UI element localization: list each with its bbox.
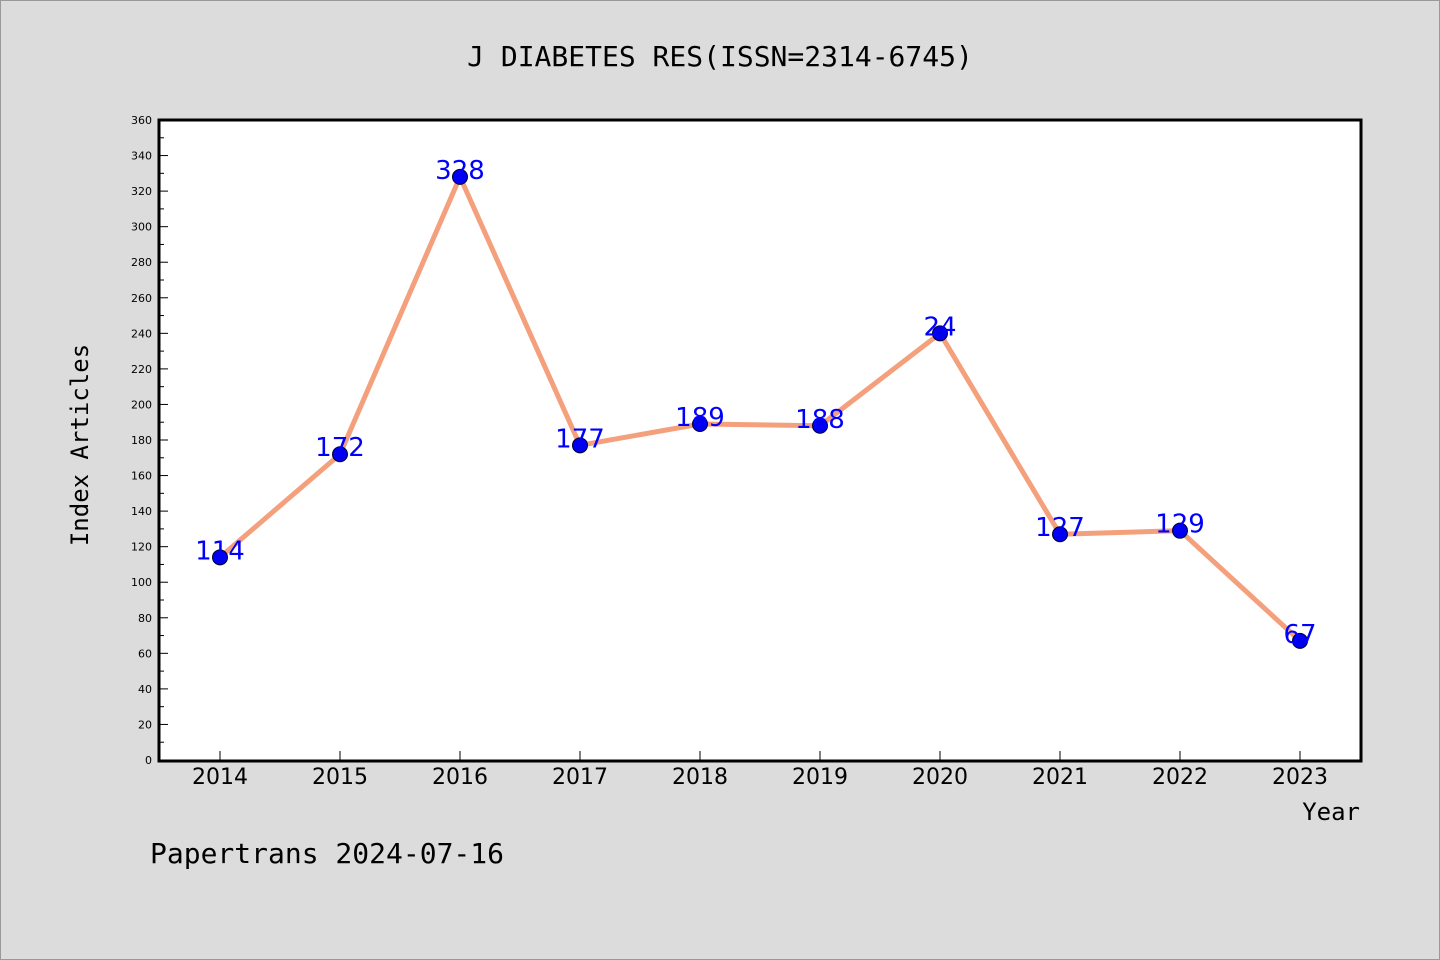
- data-point: [812, 417, 828, 434]
- y-axis: 0 20 40 60 80 100 120 140 160 180 200 220 240 260 280 3…: [131, 114, 168, 767]
- data-point: [1292, 632, 1308, 649]
- y-tick-label: 340: [131, 150, 152, 163]
- y-tick-label: 40: [138, 683, 152, 696]
- chart-title: J DIABETES RES(ISSN=2314-6745): [467, 40, 973, 73]
- data-label: 127: [1035, 513, 1085, 543]
- data-label: 172: [315, 433, 365, 463]
- y-tick-label: 80: [138, 612, 152, 625]
- y-tick-label: 300: [131, 221, 152, 234]
- y-axis-title: Index Articles: [66, 344, 94, 546]
- x-tick-label: 2015: [312, 765, 368, 790]
- data-point: [932, 325, 948, 342]
- data-label: 129: [1155, 510, 1205, 540]
- y-tick-label: 220: [131, 363, 152, 376]
- data-label: 114: [195, 536, 245, 566]
- y-tick-label: 180: [131, 434, 152, 447]
- data-label: 67: [1283, 620, 1316, 650]
- y-tick-label: 100: [131, 576, 152, 589]
- data-point: [692, 416, 708, 432]
- y-tick-label: 20: [138, 718, 152, 731]
- x-tick-label: 2021: [1032, 765, 1088, 790]
- data-label: 188: [795, 405, 845, 435]
- y-tick-label: 0: [145, 754, 152, 767]
- data-label: 328: [435, 156, 485, 186]
- y-tick-label: 160: [131, 470, 152, 483]
- y-tick-label: 360: [131, 114, 152, 127]
- x-tick-label: 2014: [192, 765, 248, 790]
- footer-source-date: Papertrans 2024-07-16: [150, 837, 504, 870]
- x-tick-label: 2022: [1152, 765, 1208, 790]
- y-tick-label: 140: [131, 505, 152, 518]
- data-labels-group: 114 172 328 177 189 188 24 127 129 67: [195, 156, 1316, 650]
- data-point: [1172, 522, 1188, 539]
- x-tick-label: 2020: [912, 765, 968, 790]
- x-axis-title: Year: [1302, 798, 1360, 826]
- data-point: [572, 437, 588, 454]
- x-tick-label: 2017: [552, 765, 608, 790]
- data-point: [332, 446, 348, 463]
- y-tick-label: 60: [138, 647, 152, 660]
- x-tick-label: 2018: [672, 765, 728, 790]
- plot-area: [157, 118, 1363, 763]
- x-tick-label: 2023: [1272, 765, 1328, 790]
- data-label: 189: [675, 403, 725, 433]
- y-tick-label: 260: [131, 292, 152, 305]
- y-tick-label: 240: [131, 327, 152, 340]
- y-tick-label: 200: [131, 398, 152, 411]
- y-tick-label: 320: [131, 185, 152, 198]
- data-point: [452, 168, 468, 185]
- x-axis: 2014 2015 2016 2017 2018 2019 2020 2021 2022 2023: [192, 751, 1328, 790]
- y-tick-label: 280: [131, 256, 152, 269]
- series-line-group: [217, 174, 1303, 644]
- x-tick-label: 2016: [432, 765, 488, 790]
- series-line: [217, 174, 1303, 644]
- data-point: [1052, 526, 1068, 543]
- data-label: 177: [555, 424, 605, 454]
- y-tick-label: 120: [131, 541, 152, 554]
- x-tick-label: 2019: [792, 765, 848, 790]
- data-label: 24: [923, 312, 956, 342]
- markers-group: [212, 168, 1308, 649]
- data-point: [212, 549, 228, 566]
